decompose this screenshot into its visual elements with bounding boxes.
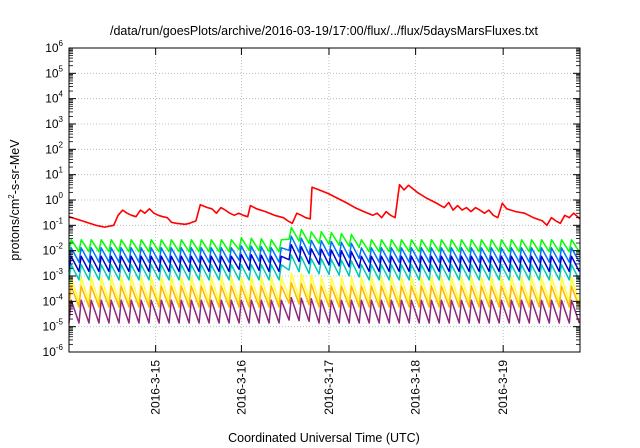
x-tick-label: 2016-3-16 xyxy=(234,360,248,415)
series-line xyxy=(68,244,580,273)
x-axis-label: Coordinated Universal Time (UTC) xyxy=(228,431,420,445)
series-line xyxy=(68,272,581,304)
x-tick-label: 2016-3-15 xyxy=(149,360,163,415)
x-tick-label: 2016-3-18 xyxy=(409,360,423,415)
y-tick-label: 10-6 xyxy=(43,343,64,359)
y-tick-label: 10-5 xyxy=(43,318,64,334)
y-tick-label: 103 xyxy=(45,115,63,131)
y-axis-label-sup: 2 xyxy=(7,194,16,199)
grid xyxy=(69,48,580,352)
series-line xyxy=(68,235,580,263)
y-axis-label: protons/cm2-s-sr-MeV xyxy=(7,139,22,261)
y-tick-label: 100 xyxy=(45,191,63,207)
y-axis-label-base: protons/cm xyxy=(8,199,22,261)
y-tick-label: 106 xyxy=(45,39,63,55)
y-tick-label: 10-3 xyxy=(43,267,64,283)
y-tick-label: 104 xyxy=(45,90,63,106)
y-tick-label: 10-1 xyxy=(43,216,64,232)
series-line xyxy=(68,254,580,281)
y-axis: 10-6 10-5 10-4 10-3 10-2 10-1 100 101 102 103 104 1… xyxy=(43,39,580,359)
y-tick-label: 102 xyxy=(45,140,63,156)
y-tick-label: 101 xyxy=(45,166,63,182)
series-line xyxy=(68,183,581,228)
x-tick-label: 2016-3-19 xyxy=(496,360,510,415)
y-axis-label-rest: -s-sr-MeV xyxy=(8,139,22,195)
series-line xyxy=(68,281,581,308)
series-group xyxy=(68,183,581,324)
y-tick-label: 10-2 xyxy=(43,242,64,258)
y-tick-label: 10-4 xyxy=(43,292,64,308)
series-line xyxy=(68,296,581,324)
chart-title: /data/run/goesPlots/archive/2016-03-19/1… xyxy=(110,24,539,38)
series-line xyxy=(68,226,580,253)
y-tick-label: 105 xyxy=(45,64,63,80)
x-axis: 2016-3-15 2016-3-16 2016-3-17 2016-3-18 2016… xyxy=(149,48,510,415)
x-tick-label: 2016-3-17 xyxy=(322,360,336,415)
